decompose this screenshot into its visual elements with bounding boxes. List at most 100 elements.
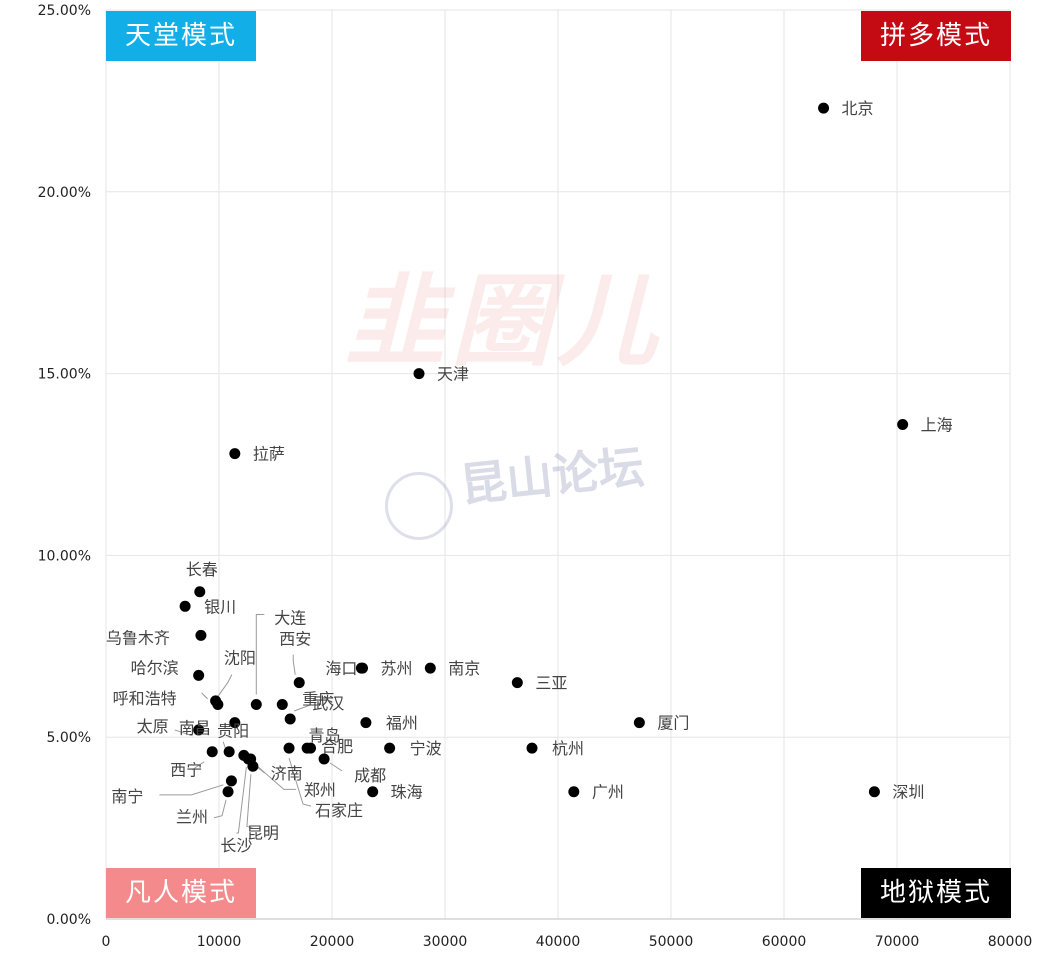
- data-point: [242, 753, 254, 765]
- point-label: 南宁: [111, 787, 143, 806]
- point-label: 大连: [274, 608, 306, 627]
- point-label: 兰州: [176, 808, 208, 827]
- y-tick-label: 20.00%: [38, 185, 91, 201]
- data-point: [229, 717, 241, 729]
- point-label: 昆明: [247, 823, 279, 842]
- data-point: [284, 713, 296, 725]
- point-label: 西宁: [170, 761, 202, 780]
- point-label: 乌鲁木齐: [106, 628, 170, 647]
- x-tick-label: 10000: [197, 934, 242, 950]
- data-point: [384, 742, 396, 754]
- label-leader-line: [292, 654, 296, 675]
- point-label: 拉萨: [253, 445, 285, 464]
- point-label: 南昌: [179, 719, 211, 738]
- data-point: [225, 775, 237, 787]
- y-tick-label: 10.00%: [38, 548, 91, 564]
- label-leader-line: [174, 729, 193, 737]
- axes: 0 10000 20000 30000 40000 50000 60000 70000 8000…: [38, 3, 1033, 950]
- data-point: [193, 724, 205, 736]
- point-label: 南京: [448, 659, 480, 678]
- point-label: 北京: [842, 99, 874, 118]
- point-label: 广州: [592, 783, 624, 802]
- quadrant-label-bottom-left: 凡人模式: [106, 868, 256, 918]
- label-leader-line: [201, 692, 208, 700]
- watermark-primary: 韭圈儿: [345, 263, 663, 380]
- data-point: [223, 746, 235, 758]
- data-point: [424, 662, 436, 674]
- label-leader-line: [191, 761, 205, 771]
- data-point: [318, 753, 330, 765]
- point-label: 西安: [279, 630, 311, 649]
- watermark-logo-icon: [385, 472, 453, 540]
- point-label: 银川: [204, 597, 236, 616]
- y-tick-label: 15.00%: [38, 367, 91, 383]
- point-label: 三亚: [535, 674, 567, 693]
- label-leader-line: [159, 784, 224, 796]
- data-point: [413, 368, 425, 380]
- point-label: 石家庄: [315, 801, 363, 820]
- x-tick-label: 30000: [423, 934, 468, 950]
- data-point: [210, 695, 222, 707]
- point-label: 沈阳: [224, 648, 256, 667]
- point-label: 武汉: [312, 694, 344, 713]
- label-leader-lines: [159, 613, 343, 834]
- point-label: 福州: [386, 714, 418, 733]
- data-point: [897, 419, 909, 431]
- quadrant-label-bottom-right: 地狱模式: [861, 868, 1011, 918]
- label-leader-line: [222, 741, 226, 748]
- grid-lines: [105, 9, 1011, 920]
- x-tick-label: 40000: [536, 934, 581, 950]
- point-label: 苏州: [381, 659, 413, 678]
- point-label: 重庆: [302, 689, 334, 708]
- x-tick-label: 20000: [310, 934, 355, 950]
- point-label: 哈尔滨: [131, 658, 179, 677]
- point-label: 天津: [437, 365, 469, 384]
- data-point: [194, 586, 206, 598]
- data-points: [179, 102, 909, 798]
- data-point: [357, 662, 369, 674]
- data-point: [206, 746, 218, 758]
- label-leader-line: [288, 757, 312, 807]
- data-point: [367, 786, 379, 798]
- data-point: [868, 786, 880, 798]
- quadrant-label-top-left: 天堂模式: [106, 11, 256, 61]
- y-tick-label: 0.00%: [47, 912, 91, 928]
- point-label: 贵阳: [217, 722, 249, 741]
- data-point: [301, 742, 313, 754]
- data-point: [568, 786, 580, 798]
- label-leader-line: [329, 762, 343, 772]
- label-leader-line: [251, 761, 296, 790]
- point-label: 郑州: [304, 780, 336, 799]
- data-point: [283, 742, 295, 754]
- data-point: [526, 742, 538, 754]
- x-tick-label: 50000: [649, 934, 694, 950]
- data-point: [250, 698, 262, 710]
- label-leader-line: [294, 704, 311, 712]
- data-point: [276, 698, 288, 710]
- quadrant-label-top-right: 拼多模式: [861, 11, 1011, 61]
- point-label: 青岛: [309, 726, 341, 745]
- label-leader-line: [246, 774, 254, 829]
- data-point: [818, 102, 830, 114]
- data-point: [193, 669, 205, 681]
- data-point: [511, 677, 523, 689]
- point-label: 合肥: [321, 737, 353, 756]
- label-leader-line: [255, 613, 265, 695]
- label-leader-line: [217, 674, 233, 697]
- point-label: 长春: [186, 560, 218, 579]
- point-label: 上海: [921, 416, 953, 435]
- data-point: [195, 629, 207, 641]
- point-label: 宁波: [410, 739, 442, 758]
- data-point: [222, 786, 234, 798]
- data-point: [633, 717, 645, 729]
- point-label: 厦门: [657, 714, 689, 733]
- x-tick-label: 80000: [988, 934, 1033, 950]
- point-label: 济南: [271, 764, 303, 783]
- point-label: 呼和浩特: [113, 689, 177, 708]
- y-tick-label: 25.00%: [38, 3, 91, 19]
- point-label: 成都: [354, 766, 386, 785]
- data-point: [293, 677, 305, 689]
- point-label: 杭州: [552, 739, 584, 758]
- y-tick-label: 5.00%: [47, 730, 91, 746]
